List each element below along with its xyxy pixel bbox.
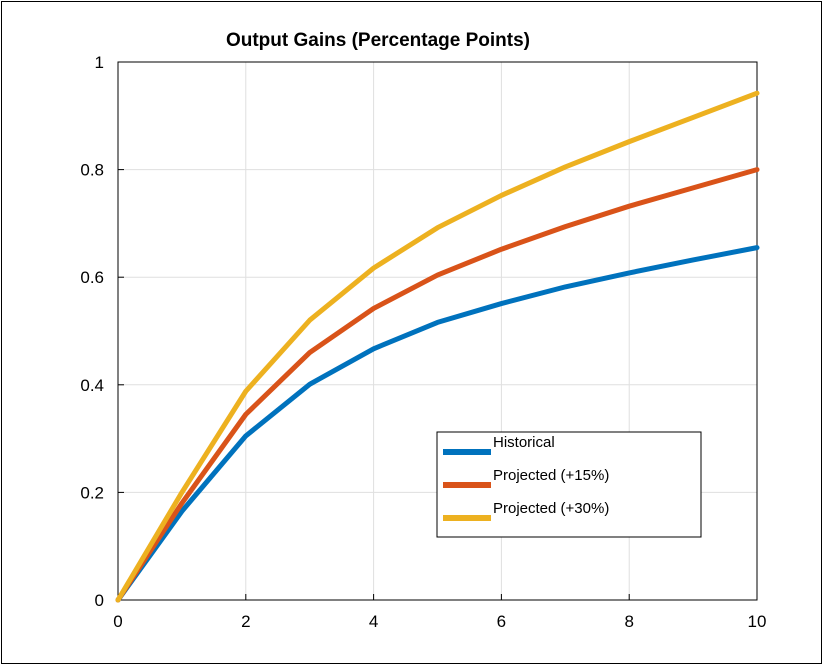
y-tick-label: 0.4 xyxy=(80,376,104,395)
x-tick-label: 2 xyxy=(241,612,250,631)
series-line-3 xyxy=(115,90,760,603)
axis-ticks: 0 2 4 6 8 10 0 0.2 0.4 0.6 0.8 1 xyxy=(80,53,766,631)
y-tick-label: 1 xyxy=(95,53,104,72)
legend: Historical Projected (+15%) Projected (+30… xyxy=(436,431,702,538)
legend-label: Projected (+15%) xyxy=(493,467,609,484)
legend-label: Historical xyxy=(493,434,555,451)
x-tick-label: 8 xyxy=(624,612,633,631)
y-tick-label: 0.2 xyxy=(80,483,104,502)
y-tick-label: 0.6 xyxy=(80,268,104,287)
x-tick-label: 0 xyxy=(113,612,122,631)
x-tick-label: 10 xyxy=(748,612,767,631)
x-tick-label: 6 xyxy=(497,612,506,631)
series-lines xyxy=(115,90,760,603)
chart-title: Output Gains (Percentage Points) xyxy=(226,30,530,51)
legend-label: Projected (+30%) xyxy=(493,500,609,517)
x-tick-label: 4 xyxy=(369,612,378,631)
series-line-2 xyxy=(115,167,760,603)
y-tick-label: 0 xyxy=(95,591,104,610)
series-line-1 xyxy=(115,245,760,603)
plot-area-border xyxy=(117,61,758,601)
y-tick-label: 0.8 xyxy=(80,161,104,180)
